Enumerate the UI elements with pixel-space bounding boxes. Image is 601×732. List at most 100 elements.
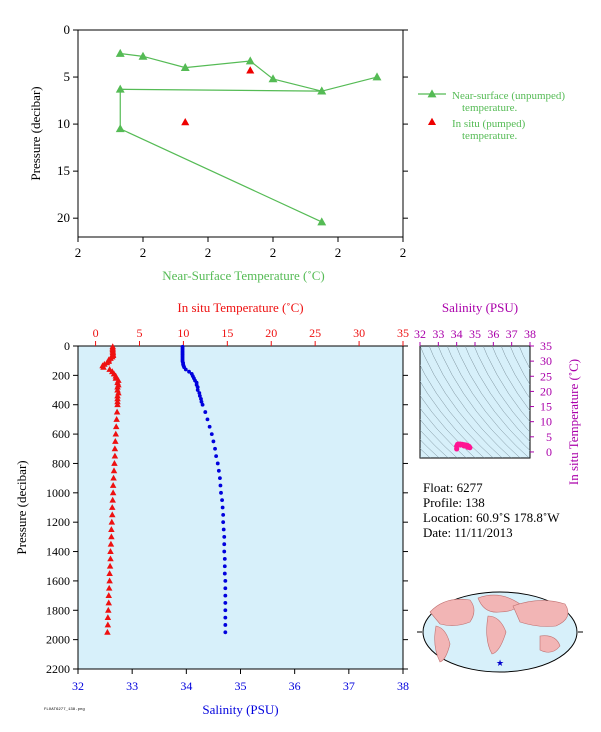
profile-plot-area <box>77 345 404 670</box>
profile-y-tick-label: 1200 <box>46 515 70 529</box>
unpumped-temperature-point <box>317 217 327 226</box>
salinity-point <box>223 630 228 635</box>
profile-number: Profile: 138 <box>423 495 485 510</box>
temperature-point <box>112 374 120 381</box>
ts-contour <box>420 381 485 458</box>
ns-y-axis-label: Pressure (decibar) <box>28 86 43 180</box>
profile-y-tick-label: 800 <box>52 456 70 470</box>
salinity-point <box>221 512 226 517</box>
temperature-point <box>105 599 112 606</box>
ts-plot-area <box>419 345 531 459</box>
salinity-point <box>222 549 227 554</box>
ns-y-tick-label: 0 <box>64 22 71 37</box>
temperature-point <box>104 628 111 635</box>
ts-contour <box>420 407 467 458</box>
temp-tick-label: 0 <box>93 326 99 340</box>
salinity-point <box>183 367 188 372</box>
footer-filename: FLOAT6277_138.png <box>44 708 85 712</box>
ns-y-tick-label: 15 <box>57 163 70 178</box>
salinity-point <box>223 586 228 591</box>
world-map-land <box>429 598 475 626</box>
sal-axis-label: Salinity (PSU) <box>202 702 278 717</box>
sal-tick-label: 36 <box>289 679 301 693</box>
temp-tick-label: 25 <box>309 326 321 340</box>
ts-temp-tick-label: 10 <box>540 415 552 429</box>
salinity-point <box>223 623 228 627</box>
salinity-point <box>221 527 226 532</box>
ts-point <box>457 442 463 448</box>
temperature-point <box>112 438 119 444</box>
salinity-point <box>197 391 202 395</box>
pumped-temperature-point <box>181 117 190 126</box>
temperature-point <box>114 401 121 408</box>
legend-unpumped-marker <box>427 89 437 98</box>
temperature-point <box>107 540 115 547</box>
sal-tick-label: 33 <box>126 679 138 693</box>
temperature-point <box>105 584 113 591</box>
ns-x-tick-label: 2 <box>400 245 407 260</box>
location: Location: 60.9˚S 178.8˚W <box>423 510 560 525</box>
ns-x-tick-label: 2 <box>205 245 212 260</box>
salinity-point <box>211 439 216 444</box>
ts-point <box>454 446 460 452</box>
float-id: Float: 6277 <box>423 480 483 495</box>
ns-x-tick-label: 2 <box>270 245 277 260</box>
world-map-land <box>434 625 451 663</box>
ts-contour <box>420 346 503 458</box>
temperature-point <box>110 474 117 481</box>
temperature-point <box>108 518 116 525</box>
sal-tick-label: 38 <box>397 679 409 693</box>
salinity-point <box>215 461 220 466</box>
sal-tick-label: 32 <box>72 679 84 693</box>
temperature-point <box>113 408 121 415</box>
ts-sal-tick-label: 33 <box>432 327 444 341</box>
salinity-point <box>222 542 227 547</box>
ts-temp-tick-label: 25 <box>540 369 552 383</box>
legend-pumped-label-2: temperature. <box>462 130 518 142</box>
ts-contour <box>464 346 530 443</box>
near-surface-plot-frame <box>77 29 404 238</box>
legend-unpumped-label-2: temperature. <box>462 102 518 114</box>
salinity-point <box>216 468 221 473</box>
temperature-point <box>109 504 116 510</box>
temperature-point <box>108 533 115 540</box>
ts-sal-axis-label: Salinity (PSU) <box>442 300 518 315</box>
ts-sal-tick-label: 36 <box>487 327 499 341</box>
ts-temp-tick-label: 30 <box>540 354 552 368</box>
temperature-point <box>110 467 118 474</box>
ts-temp-tick-label: 5 <box>546 430 552 444</box>
salinity-point <box>195 388 200 392</box>
temperature-point <box>111 445 119 452</box>
unpumped-temperature-point <box>180 63 190 72</box>
salinity-point <box>205 417 210 422</box>
float-location-star-icon: ★ <box>496 658 504 668</box>
salinity-point <box>223 601 228 605</box>
unpumped-temperature-point <box>115 84 125 93</box>
salinity-point <box>223 608 228 613</box>
ts-contour <box>518 346 530 370</box>
ns-x-axis-label: Near-Surface Temperature (˚C) <box>162 268 324 283</box>
salinity-point <box>209 432 214 436</box>
salinity-point <box>218 483 223 488</box>
salinity-point <box>222 571 227 576</box>
ts-temp-tick-label: 20 <box>540 384 552 398</box>
temperature-point <box>107 548 114 554</box>
ts-sal-tick-label: 37 <box>506 327 518 341</box>
profile-y-tick-label: 2200 <box>46 662 70 676</box>
unpumped-temperature-point <box>245 56 255 65</box>
temperature-point <box>109 511 116 518</box>
ts-contour <box>491 346 530 412</box>
unpumped-temperature-point <box>317 86 327 95</box>
ts-temp-tick-label: 0 <box>546 445 552 459</box>
salinity-point <box>207 424 212 429</box>
temperature-point <box>106 562 114 569</box>
temperature-point <box>104 621 112 628</box>
sal-tick-label: 37 <box>343 679 355 693</box>
salinity-point <box>200 402 205 407</box>
temperature-point <box>112 430 120 437</box>
salinity-point <box>187 369 191 374</box>
ts-temp-tick-label: 15 <box>540 400 552 414</box>
ts-sal-tick-label: 32 <box>414 327 426 341</box>
ts-sal-tick-label: 38 <box>524 327 536 341</box>
